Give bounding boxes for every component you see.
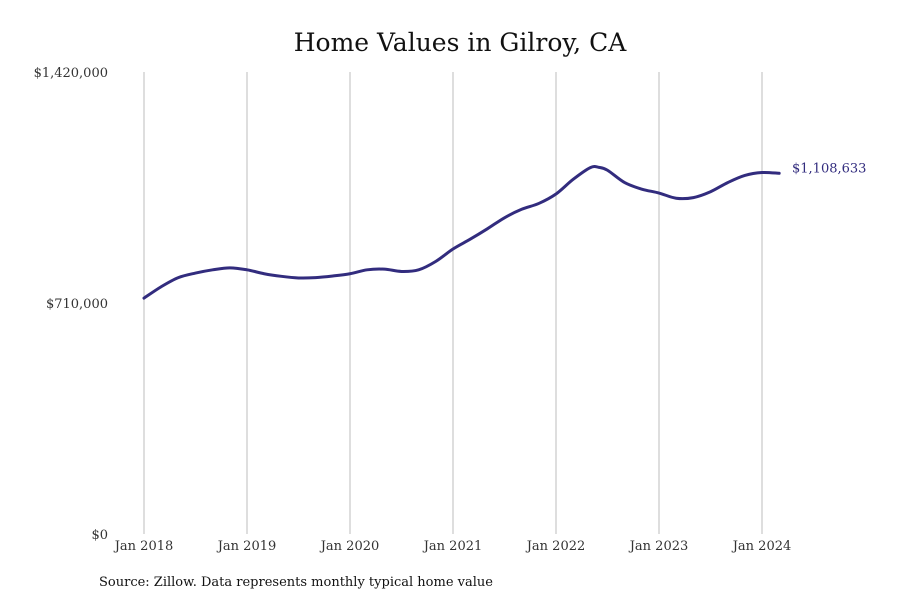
- y-tick-label: $1,420,000: [34, 66, 108, 81]
- end-value-label: $1,108,633: [792, 161, 866, 176]
- x-tick-label: Jan 2021: [422, 539, 483, 554]
- x-axis: Jan 2018 Jan 2019 Jan 2020 Jan 2021 Jan 2022…: [113, 539, 792, 554]
- y-tick-label: $0: [91, 528, 108, 543]
- chart-title: Home Values in Gilroy, CA: [294, 28, 627, 57]
- x-tick-label: Jan 2019: [216, 539, 277, 554]
- y-axis: $0 $710,000 $1,420,000: [34, 66, 108, 543]
- y-tick-label: $710,000: [46, 297, 108, 312]
- x-tick-label: Jan 2020: [319, 539, 380, 554]
- series-layer: $1,108,633: [142, 161, 866, 300]
- grid-layer: [143, 72, 763, 534]
- source-note: Source: Zillow. Data represents monthly …: [99, 575, 493, 590]
- x-tick-label: Jan 2023: [628, 539, 689, 554]
- x-tick-label: Jan 2022: [525, 539, 586, 554]
- x-tick-label: Jan 2024: [731, 539, 792, 554]
- series-line: [142, 165, 781, 300]
- x-tick-label: Jan 2018: [113, 539, 174, 554]
